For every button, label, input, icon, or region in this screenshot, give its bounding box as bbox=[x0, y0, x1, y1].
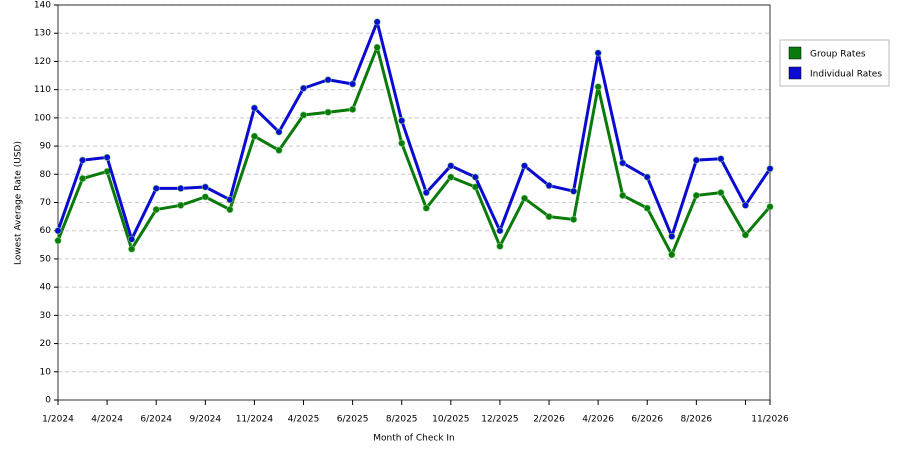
x-tick-label: 4/2025 bbox=[288, 415, 320, 425]
x-tick-label: 9/2024 bbox=[189, 415, 221, 425]
x-tick-label: 4/2026 bbox=[582, 415, 614, 425]
x-tick-label: 12/2025 bbox=[481, 415, 518, 425]
y-tick-label: 60 bbox=[40, 226, 52, 236]
point bbox=[422, 204, 430, 212]
x-tick-label: 2/2026 bbox=[533, 415, 565, 425]
y-tick-label: 10 bbox=[40, 367, 52, 377]
point bbox=[128, 245, 136, 253]
point bbox=[349, 80, 357, 88]
point bbox=[152, 184, 160, 192]
point bbox=[717, 189, 725, 197]
point bbox=[643, 204, 651, 212]
point bbox=[275, 128, 283, 136]
x-tick-label: 8/2026 bbox=[681, 415, 713, 425]
point bbox=[668, 251, 676, 259]
point bbox=[570, 215, 578, 223]
point bbox=[373, 43, 381, 51]
point bbox=[201, 193, 209, 201]
y-tick-label: 50 bbox=[40, 254, 52, 264]
legend-swatch bbox=[788, 46, 802, 60]
point bbox=[619, 159, 627, 167]
legend-label: Group Rates bbox=[810, 50, 866, 60]
x-tick-label: 6/2024 bbox=[140, 415, 172, 425]
point bbox=[349, 105, 357, 113]
plot-area bbox=[58, 5, 770, 400]
point bbox=[103, 153, 111, 161]
point bbox=[545, 182, 553, 190]
point bbox=[250, 104, 258, 112]
point bbox=[250, 132, 258, 140]
x-tick-label: 1/2024 bbox=[42, 415, 74, 425]
point bbox=[545, 213, 553, 221]
y-tick-label: 80 bbox=[40, 170, 52, 180]
legend-swatch bbox=[788, 66, 802, 80]
y-tick-label: 120 bbox=[34, 57, 51, 67]
x-tick-label: 8/2025 bbox=[386, 415, 418, 425]
point bbox=[177, 184, 185, 192]
point bbox=[226, 196, 234, 204]
point bbox=[152, 206, 160, 214]
point bbox=[594, 83, 602, 91]
point bbox=[643, 173, 651, 181]
point bbox=[275, 146, 283, 154]
y-tick-label: 130 bbox=[34, 29, 51, 39]
point bbox=[668, 232, 676, 240]
y-tick-label: 20 bbox=[40, 339, 52, 349]
point bbox=[447, 162, 455, 170]
plot-frame bbox=[57, 4, 771, 401]
point bbox=[373, 18, 381, 26]
point bbox=[324, 108, 332, 116]
point bbox=[766, 203, 774, 211]
point bbox=[54, 227, 62, 235]
x-tick-label: 10/2025 bbox=[432, 415, 469, 425]
y-tick-label: 90 bbox=[40, 142, 52, 152]
point bbox=[422, 189, 430, 197]
point bbox=[177, 201, 185, 209]
series-line bbox=[56, 45, 772, 257]
y-tick-label: 40 bbox=[40, 283, 52, 293]
point bbox=[692, 191, 700, 199]
y-tick-label: 0 bbox=[45, 396, 51, 406]
point bbox=[300, 111, 308, 119]
point bbox=[79, 156, 87, 164]
point bbox=[741, 201, 749, 209]
point bbox=[128, 235, 136, 243]
y-tick-label: 110 bbox=[34, 85, 51, 95]
point bbox=[471, 173, 479, 181]
point bbox=[447, 173, 455, 181]
point bbox=[398, 117, 406, 125]
y-axis-label: Lowest Average Rate (USD) bbox=[14, 141, 24, 265]
point bbox=[496, 242, 504, 250]
x-tick-label: 6/2026 bbox=[631, 415, 663, 425]
point bbox=[619, 191, 627, 199]
x-tick-label: 11/2026 bbox=[751, 415, 789, 425]
point bbox=[54, 237, 62, 245]
point bbox=[717, 155, 725, 163]
point bbox=[300, 84, 308, 92]
point bbox=[741, 231, 749, 239]
x-axis-label: Month of Check In bbox=[373, 434, 455, 444]
point bbox=[496, 227, 504, 235]
point bbox=[201, 183, 209, 191]
point bbox=[79, 175, 87, 183]
x-tick-label: 6/2025 bbox=[337, 415, 369, 425]
point bbox=[520, 162, 528, 170]
y-tick-label: 140 bbox=[34, 1, 51, 11]
legend-label: Individual Rates bbox=[810, 70, 882, 80]
y-tick-label: 30 bbox=[40, 311, 52, 321]
point bbox=[226, 206, 234, 214]
series-line bbox=[56, 20, 772, 241]
y-tick-label: 70 bbox=[40, 198, 52, 208]
point bbox=[766, 165, 774, 173]
y-tick-label: 100 bbox=[34, 113, 51, 123]
point bbox=[692, 156, 700, 164]
point bbox=[520, 194, 528, 202]
point bbox=[594, 49, 602, 57]
point bbox=[324, 76, 332, 84]
point bbox=[570, 187, 578, 195]
x-tick-label: 4/2024 bbox=[91, 415, 123, 425]
point bbox=[398, 139, 406, 147]
x-tick-label: 11/2024 bbox=[236, 415, 274, 425]
